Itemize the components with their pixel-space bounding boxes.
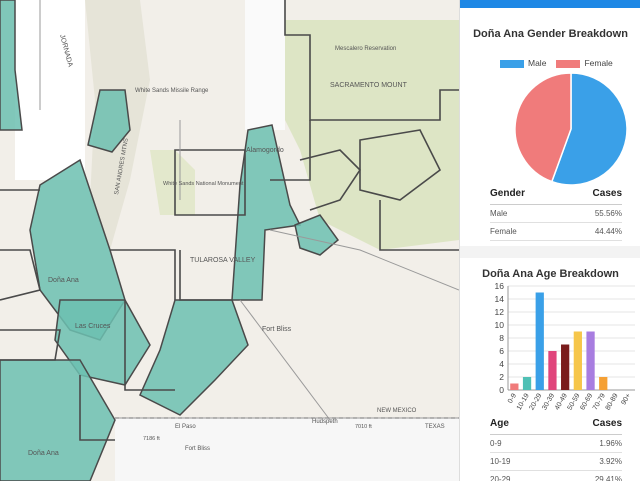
map-label-las-cruces: Las Cruces xyxy=(75,323,111,330)
y-tick-label: 6 xyxy=(499,346,504,356)
age-table: Age Cases 0-9 1.96% 10-19 3.92% 20-29 29… xyxy=(490,418,622,481)
map-label-mescalero: Mescalero Reservation xyxy=(335,46,396,52)
age-bar-chart[interactable]: 02468101214160-910-1920-2930-3940-4950-5… xyxy=(460,282,640,414)
table-row: 0-9 1.96% xyxy=(490,435,622,453)
cases-header-label: Cases xyxy=(592,188,622,199)
map-label-elevation-1: 7186 ft xyxy=(143,436,160,442)
bar-30-39[interactable] xyxy=(548,351,557,390)
y-tick-label: 10 xyxy=(495,320,505,330)
region-white-sands[interactable] xyxy=(87,89,131,153)
y-tick-label: 4 xyxy=(499,359,504,369)
gender-legend: Male Female xyxy=(500,58,613,68)
legend-item-female[interactable]: Female xyxy=(556,58,613,68)
bar-70-79[interactable] xyxy=(599,377,608,390)
map-label-dona-ana-town: Doña Ana xyxy=(48,277,79,284)
age-range: 0-9 xyxy=(490,439,502,448)
map-view[interactable]: JORNADA SAN ANDRES MTNS White Sands Miss… xyxy=(0,0,459,481)
texas-area xyxy=(115,418,459,481)
pie-slice-female[interactable] xyxy=(514,72,572,183)
legend-swatch-male xyxy=(500,59,524,68)
age-range: 20-29 xyxy=(490,475,511,481)
map-label-white-sands-range: White Sands Missile Range xyxy=(135,88,209,94)
region-fort-bliss[interactable] xyxy=(139,299,249,416)
x-tick-label: 0-9 xyxy=(507,392,518,404)
age-cases-header-label: Cases xyxy=(592,418,622,429)
table-row: Male 55.56% xyxy=(490,205,622,223)
map-label-hudspeth: Hudspeth xyxy=(312,419,338,425)
legend-label-male: Male xyxy=(528,58,547,68)
legend-item-male[interactable]: Male xyxy=(500,58,546,68)
region-alamogordo[interactable] xyxy=(231,124,302,301)
region-tularosa[interactable] xyxy=(294,214,340,256)
map-label-texas: TEXAS xyxy=(425,424,445,430)
gender-pie-chart[interactable] xyxy=(460,70,640,188)
y-tick-label: 0 xyxy=(499,385,504,395)
table-row: 10-19 3.92% xyxy=(490,453,622,471)
gender-table: Gender Cases Male 55.56% Female 44.44% xyxy=(490,188,622,241)
age-table-header: Age Cases xyxy=(490,418,622,435)
map-label-fort-bliss-2: Fort Bliss xyxy=(185,446,210,452)
panel-top-bar xyxy=(460,0,640,8)
map-white-block xyxy=(15,0,85,180)
x-tick-label: 80-89 xyxy=(605,392,620,411)
map-label-alamogordo: Alamogordo xyxy=(246,147,284,154)
gender-table-header: Gender Cases xyxy=(490,188,622,205)
table-row: Female 44.44% xyxy=(490,223,622,241)
x-tick-label: 90+ xyxy=(620,393,632,407)
map-label-tularosa: TULAROSA VALLEY xyxy=(190,257,256,264)
age-header-label: Age xyxy=(490,418,509,429)
map-label-white-sands-monument: White Sands National Monument xyxy=(163,181,244,187)
map-label-el-paso: El Paso xyxy=(175,424,196,430)
y-tick-label: 8 xyxy=(499,333,504,343)
age-pct: 1.96% xyxy=(599,439,622,448)
legend-label-female: Female xyxy=(584,58,613,68)
map-label-sacramento: SACRAMENTO MOUNT xyxy=(330,82,408,89)
y-tick-label: 14 xyxy=(495,294,505,304)
gender-header-label: Gender xyxy=(490,188,526,199)
age-pct: 29.41% xyxy=(594,475,622,481)
card-separator xyxy=(460,246,640,258)
pie-slice-male[interactable] xyxy=(550,72,628,186)
county-borders xyxy=(0,0,459,441)
table-row: 20-29 29.41% xyxy=(490,471,622,481)
gender-pct: 44.44% xyxy=(594,227,622,236)
bar-60-69[interactable] xyxy=(586,331,595,391)
y-tick-label: 12 xyxy=(495,307,505,317)
bar-20-29[interactable] xyxy=(535,292,544,391)
gender-name: Male xyxy=(490,209,508,218)
map-label-new-mexico: NEW MEXICO xyxy=(377,408,417,414)
gender-card-title: Doña Ana Gender Breakdown xyxy=(473,28,628,40)
bar-0-9[interactable] xyxy=(510,383,519,391)
gender-pct: 55.56% xyxy=(594,209,622,218)
white-sands-relief xyxy=(150,150,195,215)
map-label-dona-ana-county: Doña Ana xyxy=(28,450,59,457)
map-canvas[interactable]: JORNADA SAN ANDRES MTNS White Sands Miss… xyxy=(0,0,459,481)
stats-panel[interactable]: Doña Ana Gender Breakdown Male Female Ge… xyxy=(459,0,640,481)
bar-40-49[interactable] xyxy=(561,344,570,391)
age-card-title: Doña Ana Age Breakdown xyxy=(482,268,619,280)
y-tick-label: 16 xyxy=(495,282,505,291)
age-pct: 3.92% xyxy=(599,457,622,466)
region-dona-ana-south[interactable] xyxy=(0,359,116,481)
y-tick-label: 2 xyxy=(499,372,504,382)
region-north[interactable] xyxy=(0,0,23,131)
map-label-elevation-2: 7010 ft xyxy=(355,424,372,430)
map-white-block xyxy=(245,0,285,130)
map-label-fort-bliss-1: Fort Bliss xyxy=(262,326,292,333)
bar-50-59[interactable] xyxy=(573,331,582,391)
gender-name: Female xyxy=(490,227,517,236)
age-range: 10-19 xyxy=(490,457,511,466)
bar-10-19[interactable] xyxy=(522,377,532,390)
legend-swatch-female xyxy=(556,59,581,68)
